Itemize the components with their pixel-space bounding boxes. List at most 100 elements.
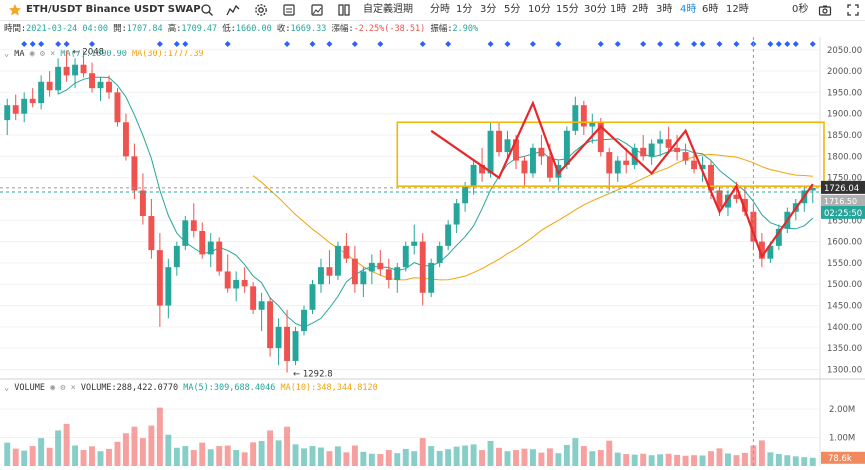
candle-body xyxy=(775,228,782,246)
event-marker-icon xyxy=(326,41,333,47)
volume-bar xyxy=(46,447,53,466)
candle-body xyxy=(318,267,324,285)
volume-bar xyxy=(648,455,655,466)
price-tick-label: 1750.00 xyxy=(827,174,862,184)
range-box-drawing xyxy=(396,121,825,187)
price-tick-label: 1600.00 xyxy=(827,238,862,248)
close-icon[interactable]: × xyxy=(70,383,76,393)
candle-body xyxy=(462,186,469,204)
volume-bar xyxy=(216,446,223,466)
candle-body xyxy=(21,98,28,114)
volume-bar xyxy=(80,450,87,466)
timeframe-tab[interactable]: 2時 xyxy=(632,4,649,15)
timeframe-tab[interactable]: 分時 xyxy=(430,4,450,15)
candle-body xyxy=(72,64,79,76)
volume-bar xyxy=(368,453,375,466)
candle-body xyxy=(190,220,197,231)
symbol-title[interactable]: ETH/USDT Binance USDT SWAP xyxy=(26,4,201,15)
snapshot-image-icon[interactable] xyxy=(310,3,324,17)
interval-menu[interactable]: 自定義週期 xyxy=(363,4,413,15)
volume-bar xyxy=(207,449,214,466)
candle-body xyxy=(156,250,163,306)
candle-body xyxy=(453,203,460,225)
event-marker-icon xyxy=(529,41,536,47)
candle-body xyxy=(46,81,53,91)
volume-bar xyxy=(775,454,782,466)
seconds-toggle[interactable]: 0秒 xyxy=(792,4,809,15)
timeframe-tab[interactable]: 4時 xyxy=(680,4,697,15)
timeframe-tab[interactable]: 1分 xyxy=(456,4,473,15)
timeframe-tab[interactable]: 5分 xyxy=(504,4,521,15)
volume-bar xyxy=(360,451,367,466)
candle-body xyxy=(224,271,231,289)
volume-bar xyxy=(318,447,324,466)
volume-bar xyxy=(767,452,774,466)
event-marker-icon xyxy=(792,41,799,47)
candle-body xyxy=(182,220,189,246)
candle-body xyxy=(428,262,435,293)
price-tick-label: 1950.00 xyxy=(827,88,862,98)
timeframe-tab[interactable]: 15分 xyxy=(556,4,579,15)
fullscreen-icon[interactable] xyxy=(846,3,860,17)
candle-body xyxy=(139,190,146,217)
volume-bar xyxy=(589,451,596,466)
change-label: 漲幅: xyxy=(331,24,354,34)
event-marker-icon xyxy=(750,41,757,47)
low-value: 1660.00 xyxy=(235,24,272,34)
volume-bar xyxy=(657,454,664,466)
candle-body xyxy=(148,216,155,251)
template-icon[interactable] xyxy=(282,3,296,17)
price-tick-label: 1300.00 xyxy=(827,365,862,375)
eye-icon[interactable]: ◉ xyxy=(29,49,35,59)
volume-bar xyxy=(428,446,435,466)
camera-icon[interactable] xyxy=(818,3,832,17)
timeframe-tab[interactable]: 1時 xyxy=(610,4,627,15)
candle-body xyxy=(89,73,95,89)
ma30-value: MA(30):1777.39 xyxy=(132,49,204,59)
price-tick-label: 1550.00 xyxy=(827,259,862,269)
settings-gear-icon[interactable] xyxy=(254,3,268,17)
chevron-down-icon[interactable]: ⌄ xyxy=(4,383,10,393)
candle-body xyxy=(334,245,341,276)
timeframe-tab[interactable]: 3分 xyxy=(480,4,497,15)
timeframe-tab[interactable]: 3時 xyxy=(656,4,673,15)
indicators-icon[interactable] xyxy=(226,3,240,17)
volume-bar xyxy=(106,448,112,466)
candle-body xyxy=(114,92,121,123)
candle-body xyxy=(580,105,587,127)
volume-bar xyxy=(436,450,443,466)
volume-bar xyxy=(267,430,274,466)
candle-body xyxy=(792,203,799,212)
favorite-star-icon[interactable] xyxy=(8,3,22,17)
candle-body xyxy=(521,160,528,174)
candle-body xyxy=(12,105,19,114)
candle-body xyxy=(351,258,358,285)
layout-icon[interactable] xyxy=(337,3,351,17)
close-icon[interactable]: × xyxy=(50,49,56,59)
search-icon[interactable] xyxy=(200,3,214,17)
candle-body xyxy=(301,309,307,332)
candle-body xyxy=(716,190,723,208)
candle-body xyxy=(292,331,299,361)
volume-bar xyxy=(496,447,502,466)
chevron-down-icon[interactable]: ⌄ xyxy=(4,49,10,59)
price-tick-label: 1350.00 xyxy=(827,344,862,354)
timeframe-tab[interactable]: 10分 xyxy=(528,4,551,15)
timeframe-tab[interactable]: 12時 xyxy=(726,4,749,15)
candle-body xyxy=(529,147,536,174)
gear-icon[interactable]: ⚙ xyxy=(39,49,45,59)
ma7-line xyxy=(57,76,814,328)
eye-icon[interactable]: ◉ xyxy=(50,383,56,393)
candle-body xyxy=(411,241,418,246)
gear-icon[interactable]: ⚙ xyxy=(60,383,66,393)
price-tick-label: 1900.00 xyxy=(827,110,862,120)
timeframe-tab[interactable]: 30分 xyxy=(584,4,607,15)
zigzag-drawing xyxy=(430,100,814,259)
volume-bar xyxy=(546,448,553,466)
candle-body xyxy=(665,139,672,148)
volume-bar xyxy=(29,446,36,466)
candle-body xyxy=(784,211,791,229)
event-marker-icon xyxy=(156,41,163,47)
timeframe-tab[interactable]: 6時 xyxy=(702,4,719,15)
